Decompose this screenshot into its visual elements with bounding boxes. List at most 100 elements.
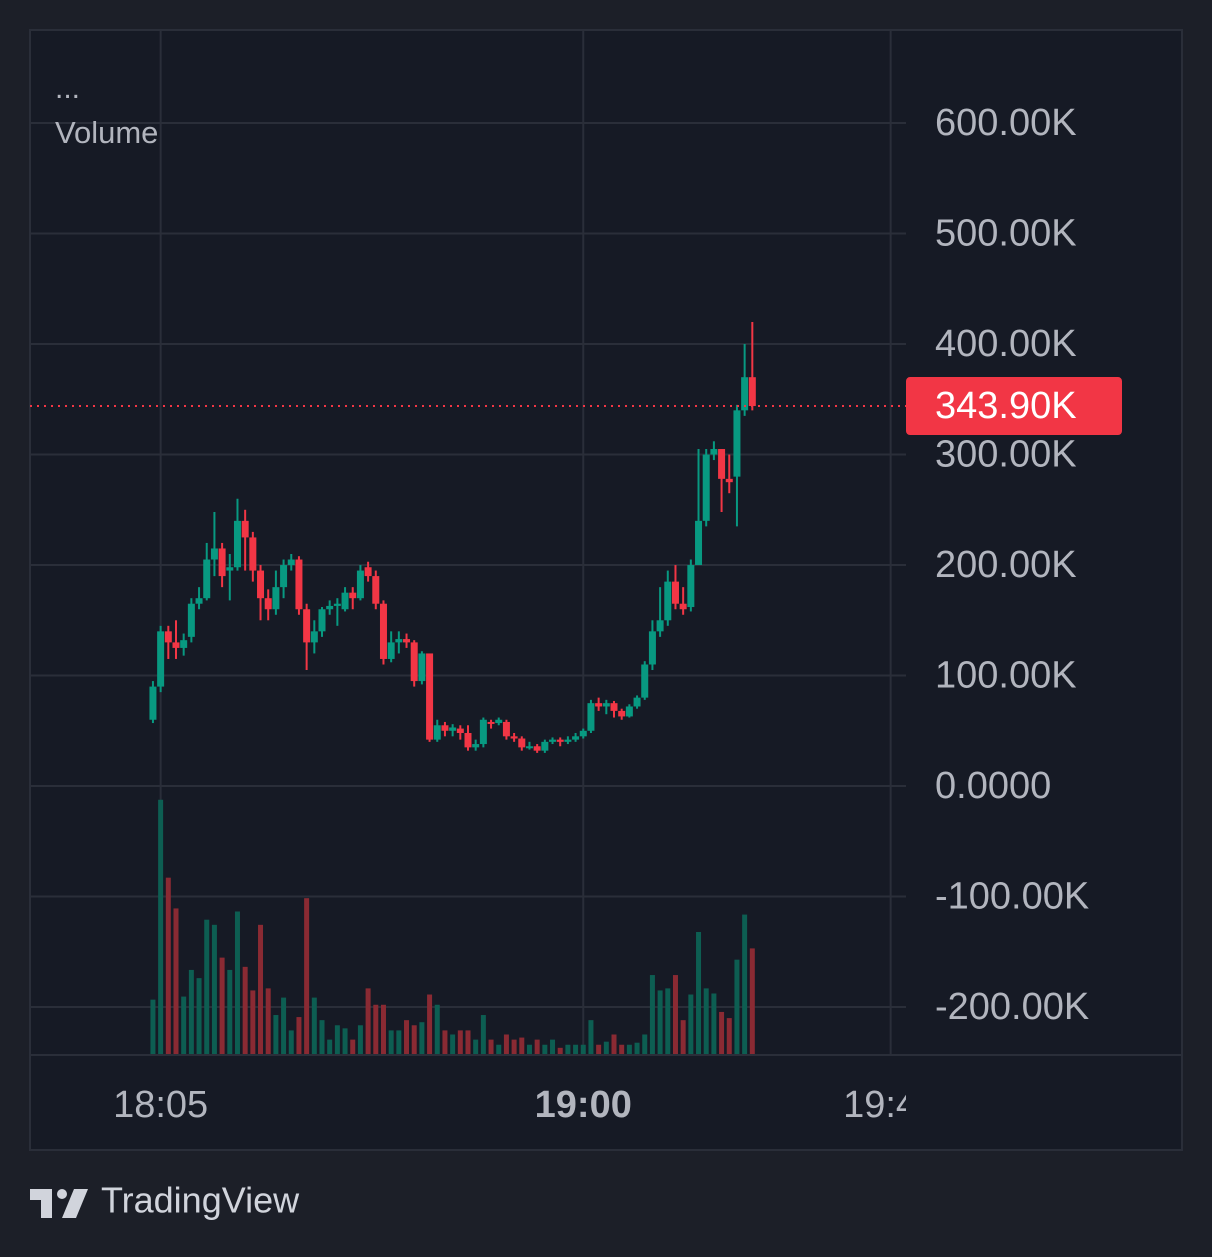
last-price: 343.90K [30,377,1122,436]
last-price-label: 343.90K [935,385,1077,427]
volume-bar [342,1028,348,1055]
volume-bar [634,1042,640,1055]
candle-body [556,739,564,742]
volume-bar [404,1020,410,1055]
candle-body [233,520,241,568]
candle-body [426,653,434,740]
legend-menu[interactable]: ... [55,72,80,105]
candle-body [664,581,672,621]
candle-body [572,736,580,740]
candle-body [333,603,341,606]
y-tick-label: -200.00K [935,986,1089,1028]
volume-bar [380,1004,386,1055]
volume-bar [511,1039,517,1055]
volume-bar [327,1039,333,1055]
candle-body [172,642,180,648]
volume-bar [473,1039,479,1055]
candle-body [210,548,218,560]
y-tick-label: 100.00K [935,655,1077,697]
time-axis: 18:05 19:00 19:40 [113,1084,906,1126]
volume-bar [258,924,264,1055]
volume-bar [173,908,179,1055]
volume-bar [642,1034,648,1055]
candle-body [195,598,203,604]
volume-bar [273,1015,279,1055]
volume-bar [557,1047,563,1055]
brand[interactable]: TradingView [101,1180,300,1221]
candle-body [326,605,334,610]
volume-bar [542,1044,548,1055]
candle-body [625,706,633,717]
volume-bar [419,1022,425,1055]
volume-bar [526,1044,532,1055]
volume-bar [150,999,156,1055]
logo-part [57,1189,67,1199]
volume-bar [696,932,702,1055]
candle-body [241,520,249,538]
y-tick-label: 400.00K [935,323,1077,365]
volume-bar [457,1030,463,1055]
volume-bar [703,988,709,1055]
legend-volume: Volume [55,115,158,150]
candle-body [410,642,418,682]
volume-bar [596,1044,602,1055]
chart-frame [29,29,1183,1151]
candle-body [257,570,265,599]
volume-bar [250,990,256,1055]
price-axis: -200.00K -100.00K 0.0000 100.00K 200.00K 300.… [935,102,1089,1028]
candle-body [187,603,195,637]
volume-bar [726,1018,732,1055]
logo-part [30,1189,52,1218]
volume-bar [442,1030,448,1055]
candle-body [579,730,587,737]
volume-bar [588,1020,594,1055]
candle-body [679,603,687,610]
volume-bar [665,988,671,1055]
volume-bar [550,1039,556,1055]
volume-bar [427,994,433,1055]
candle-body [641,664,649,698]
candle-body [295,559,303,610]
volume-bar [434,1004,440,1055]
volume-bar [204,919,210,1055]
candle-body [741,377,749,411]
candle-body [249,537,257,571]
candle-body [525,746,533,749]
candle-body [487,721,495,724]
logo-part [62,1189,88,1218]
candle-body [303,609,311,643]
candle-body [748,377,756,407]
volume-bar [649,975,655,1055]
candle-body [464,733,472,748]
candle-body [671,581,679,604]
candle-body [733,410,741,477]
volume-bar [296,1017,302,1055]
candle-body [456,728,464,734]
volume-bar [534,1039,540,1055]
candle-body [280,565,288,588]
volume-bar [211,924,217,1055]
volume-bar [611,1034,617,1055]
candle-body [372,576,380,604]
volume-bar [480,1015,486,1055]
y-tick-label: 600.00K [935,102,1077,144]
candle-body [687,565,695,608]
volume-bar [188,969,194,1055]
brand-logo[interactable] [30,1189,88,1218]
candle-body [725,478,733,483]
volume-bar [234,911,240,1055]
candle-body [618,710,626,717]
candle-body [418,653,426,682]
volume-bar [488,1039,494,1055]
candle-body [149,686,157,720]
candle-body [549,739,557,742]
volume-bar [411,1025,417,1055]
volume-bar [242,966,248,1055]
volume-bar [503,1034,509,1055]
candle-body [510,736,518,739]
volume-bar [357,1025,363,1055]
volume-bar [227,969,233,1055]
volume-bar [196,978,202,1055]
volume-pane [150,799,755,1055]
